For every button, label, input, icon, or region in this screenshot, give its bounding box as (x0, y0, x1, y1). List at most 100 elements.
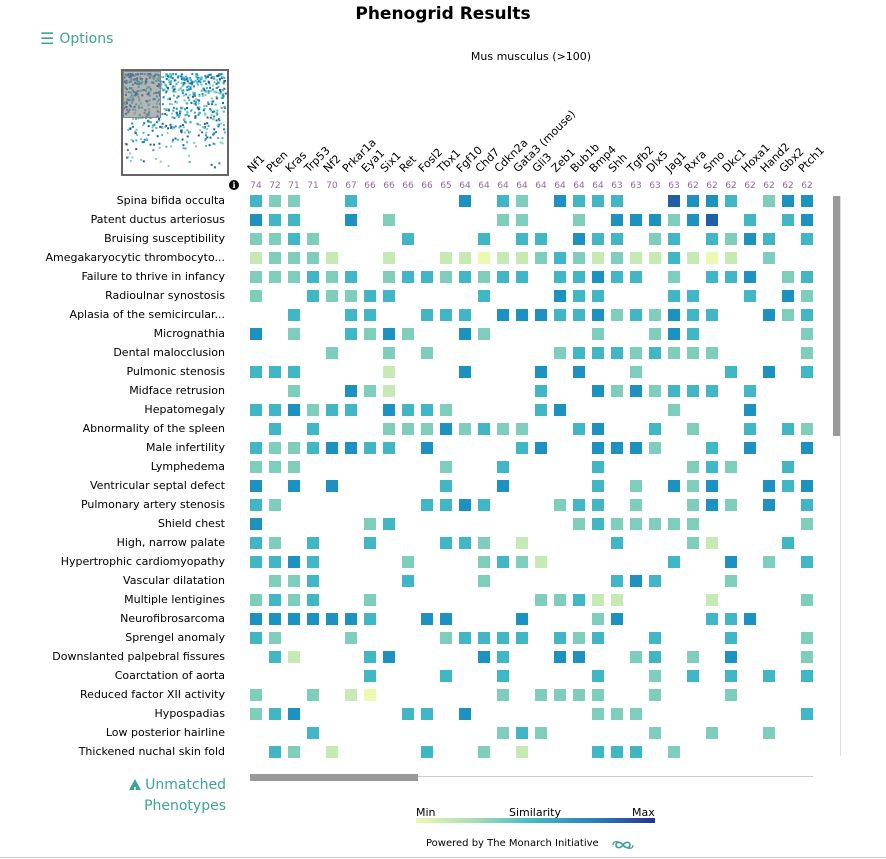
similarity-cell[interactable] (687, 328, 699, 340)
similarity-cell[interactable] (573, 195, 585, 207)
similarity-cell[interactable] (687, 423, 699, 435)
similarity-cell[interactable] (687, 214, 699, 226)
similarity-cell[interactable] (478, 746, 490, 758)
similarity-cell[interactable] (345, 271, 357, 283)
similarity-cell[interactable] (725, 366, 737, 378)
similarity-cell[interactable] (402, 404, 414, 416)
similarity-cell[interactable] (250, 366, 262, 378)
similarity-cell[interactable] (402, 575, 414, 587)
similarity-cell[interactable] (592, 670, 604, 682)
similarity-cell[interactable] (345, 385, 357, 397)
similarity-cell[interactable] (763, 195, 775, 207)
similarity-cell[interactable] (307, 442, 319, 454)
similarity-cell[interactable] (440, 461, 452, 473)
similarity-cell[interactable] (345, 309, 357, 321)
similarity-cell[interactable] (592, 594, 604, 606)
similarity-cell[interactable] (288, 328, 300, 340)
similarity-cell[interactable] (592, 613, 604, 625)
similarity-cell[interactable] (554, 689, 566, 701)
similarity-cell[interactable] (326, 746, 338, 758)
similarity-cell[interactable] (383, 252, 395, 264)
similarity-cell[interactable] (706, 727, 718, 739)
similarity-cell[interactable] (421, 309, 433, 321)
similarity-cell[interactable] (478, 423, 490, 435)
similarity-cell[interactable] (801, 670, 813, 682)
similarity-cell[interactable] (307, 575, 319, 587)
navigator-viewport[interactable] (123, 71, 161, 118)
similarity-cell[interactable] (383, 404, 395, 416)
similarity-cell[interactable] (611, 708, 623, 720)
similarity-cell[interactable] (668, 328, 680, 340)
similarity-cell[interactable] (307, 423, 319, 435)
similarity-cell[interactable] (554, 309, 566, 321)
similarity-cell[interactable] (250, 442, 262, 454)
similarity-cell[interactable] (592, 271, 604, 283)
similarity-cell[interactable] (269, 214, 281, 226)
similarity-cell[interactable] (250, 632, 262, 644)
similarity-cell[interactable] (535, 689, 547, 701)
similarity-cell[interactable] (668, 556, 680, 568)
similarity-cell[interactable] (364, 537, 376, 549)
similarity-cell[interactable] (668, 347, 680, 359)
similarity-cell[interactable] (573, 271, 585, 283)
phenotype-label[interactable]: Dental malocclusion (113, 346, 225, 359)
similarity-cell[interactable] (630, 271, 642, 283)
phenotype-label[interactable]: Thickened nuchal skin fold (78, 745, 225, 758)
similarity-cell[interactable] (383, 347, 395, 359)
similarity-cell[interactable] (497, 689, 509, 701)
similarity-cell[interactable] (573, 214, 585, 226)
similarity-cell[interactable] (763, 499, 775, 511)
phenotype-label[interactable]: Vascular dilatation (123, 574, 225, 587)
similarity-cell[interactable] (611, 518, 623, 530)
similarity-cell[interactable] (383, 214, 395, 226)
similarity-cell[interactable] (421, 423, 433, 435)
similarity-cell[interactable] (801, 195, 813, 207)
similarity-cell[interactable] (687, 537, 699, 549)
similarity-cell[interactable] (459, 271, 471, 283)
similarity-cell[interactable] (554, 347, 566, 359)
similarity-cell[interactable] (630, 214, 642, 226)
similarity-cell[interactable] (782, 480, 794, 492)
similarity-cell[interactable] (269, 252, 281, 264)
similarity-cell[interactable] (516, 632, 528, 644)
similarity-cell[interactable] (440, 632, 452, 644)
similarity-cell[interactable] (440, 271, 452, 283)
similarity-cell[interactable] (801, 328, 813, 340)
similarity-cell[interactable] (421, 499, 433, 511)
similarity-cell[interactable] (744, 290, 756, 302)
similarity-cell[interactable] (288, 214, 300, 226)
similarity-cell[interactable] (763, 670, 775, 682)
similarity-cell[interactable] (649, 252, 661, 264)
similarity-cell[interactable] (497, 423, 509, 435)
similarity-cell[interactable] (497, 727, 509, 739)
similarity-cell[interactable] (592, 252, 604, 264)
similarity-cell[interactable] (459, 309, 471, 321)
similarity-cell[interactable] (649, 214, 661, 226)
similarity-cell[interactable] (725, 689, 737, 701)
similarity-cell[interactable] (592, 632, 604, 644)
similarity-cell[interactable] (611, 575, 623, 587)
similarity-cell[interactable] (687, 385, 699, 397)
similarity-cell[interactable] (288, 252, 300, 264)
similarity-cell[interactable] (592, 708, 604, 720)
similarity-cell[interactable] (611, 594, 623, 606)
similarity-cell[interactable] (687, 461, 699, 473)
similarity-cell[interactable] (345, 290, 357, 302)
similarity-cell[interactable] (706, 233, 718, 245)
similarity-cell[interactable] (668, 252, 680, 264)
similarity-cell[interactable] (649, 347, 661, 359)
similarity-cell[interactable] (440, 309, 452, 321)
similarity-cell[interactable] (801, 366, 813, 378)
similarity-cell[interactable] (326, 252, 338, 264)
similarity-cell[interactable] (725, 632, 737, 644)
similarity-cell[interactable] (478, 556, 490, 568)
similarity-cell[interactable] (782, 290, 794, 302)
similarity-cell[interactable] (554, 271, 566, 283)
similarity-cell[interactable] (383, 366, 395, 378)
similarity-cell[interactable] (250, 594, 262, 606)
similarity-cell[interactable] (478, 252, 490, 264)
similarity-cell[interactable] (706, 499, 718, 511)
similarity-cell[interactable] (345, 632, 357, 644)
similarity-cell[interactable] (611, 252, 623, 264)
similarity-cell[interactable] (383, 328, 395, 340)
